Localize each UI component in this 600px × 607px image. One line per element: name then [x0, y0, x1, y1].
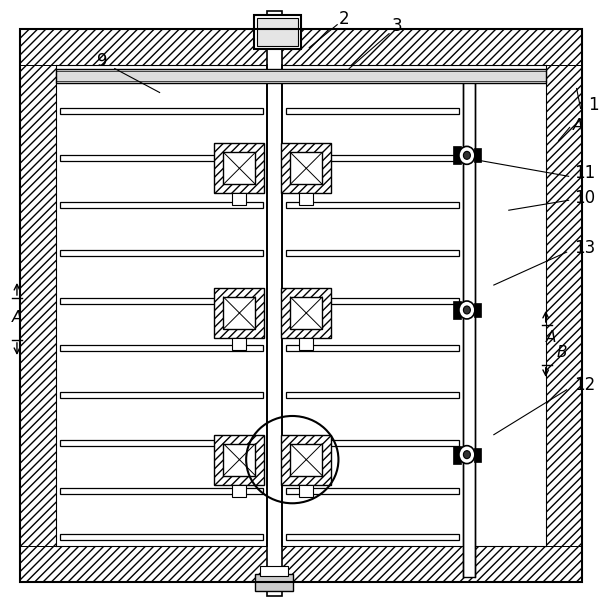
- Text: 2: 2: [339, 10, 349, 28]
- Bar: [60, 109, 263, 115]
- Bar: [20, 29, 581, 64]
- Bar: [281, 288, 331, 338]
- Bar: [214, 435, 265, 484]
- Bar: [268, 11, 283, 596]
- Bar: [474, 447, 481, 462]
- Bar: [257, 18, 298, 46]
- Ellipse shape: [463, 450, 470, 459]
- Bar: [56, 64, 546, 546]
- Text: A: A: [12, 310, 22, 325]
- Text: 1: 1: [589, 97, 599, 115]
- Bar: [290, 152, 322, 185]
- Bar: [299, 193, 313, 205]
- Bar: [286, 250, 459, 256]
- Bar: [286, 202, 459, 208]
- Bar: [453, 146, 461, 164]
- Bar: [256, 574, 293, 591]
- Bar: [254, 15, 301, 49]
- Bar: [214, 288, 265, 338]
- Bar: [60, 439, 263, 446]
- Bar: [223, 444, 256, 476]
- Text: 12: 12: [574, 376, 595, 394]
- Bar: [281, 435, 331, 484]
- Bar: [223, 152, 256, 185]
- Bar: [453, 301, 461, 319]
- Bar: [286, 439, 459, 446]
- Text: 13: 13: [574, 239, 595, 257]
- Ellipse shape: [463, 151, 470, 160]
- Text: 3: 3: [392, 16, 403, 35]
- Bar: [214, 143, 265, 193]
- Bar: [60, 155, 263, 161]
- Bar: [260, 566, 289, 577]
- Bar: [286, 155, 459, 161]
- Text: 10: 10: [574, 189, 595, 207]
- Bar: [286, 392, 459, 398]
- Bar: [281, 143, 331, 193]
- Bar: [474, 303, 481, 317]
- Ellipse shape: [459, 146, 475, 164]
- Bar: [60, 298, 263, 304]
- Bar: [223, 297, 256, 329]
- Bar: [453, 446, 461, 464]
- Bar: [286, 487, 459, 493]
- Bar: [232, 193, 247, 205]
- Bar: [286, 345, 459, 351]
- Bar: [232, 338, 247, 350]
- Bar: [286, 534, 459, 540]
- Text: B: B: [557, 345, 567, 361]
- Bar: [56, 69, 546, 83]
- Bar: [60, 487, 263, 493]
- Bar: [60, 534, 263, 540]
- Bar: [299, 338, 313, 350]
- Text: A: A: [546, 330, 556, 345]
- Bar: [290, 444, 322, 476]
- Bar: [299, 484, 313, 497]
- Ellipse shape: [459, 446, 475, 464]
- Bar: [286, 109, 459, 115]
- Bar: [20, 546, 581, 582]
- Bar: [474, 148, 481, 162]
- Bar: [286, 298, 459, 304]
- Bar: [60, 202, 263, 208]
- Bar: [463, 70, 475, 577]
- Ellipse shape: [459, 301, 475, 319]
- Bar: [60, 392, 263, 398]
- Bar: [20, 64, 56, 546]
- Bar: [60, 345, 263, 351]
- Text: 9: 9: [97, 52, 107, 70]
- Bar: [232, 484, 247, 497]
- Bar: [546, 64, 581, 546]
- Text: A: A: [572, 118, 583, 133]
- Ellipse shape: [463, 306, 470, 314]
- Bar: [290, 297, 322, 329]
- Text: 11: 11: [574, 164, 595, 182]
- Bar: [60, 250, 263, 256]
